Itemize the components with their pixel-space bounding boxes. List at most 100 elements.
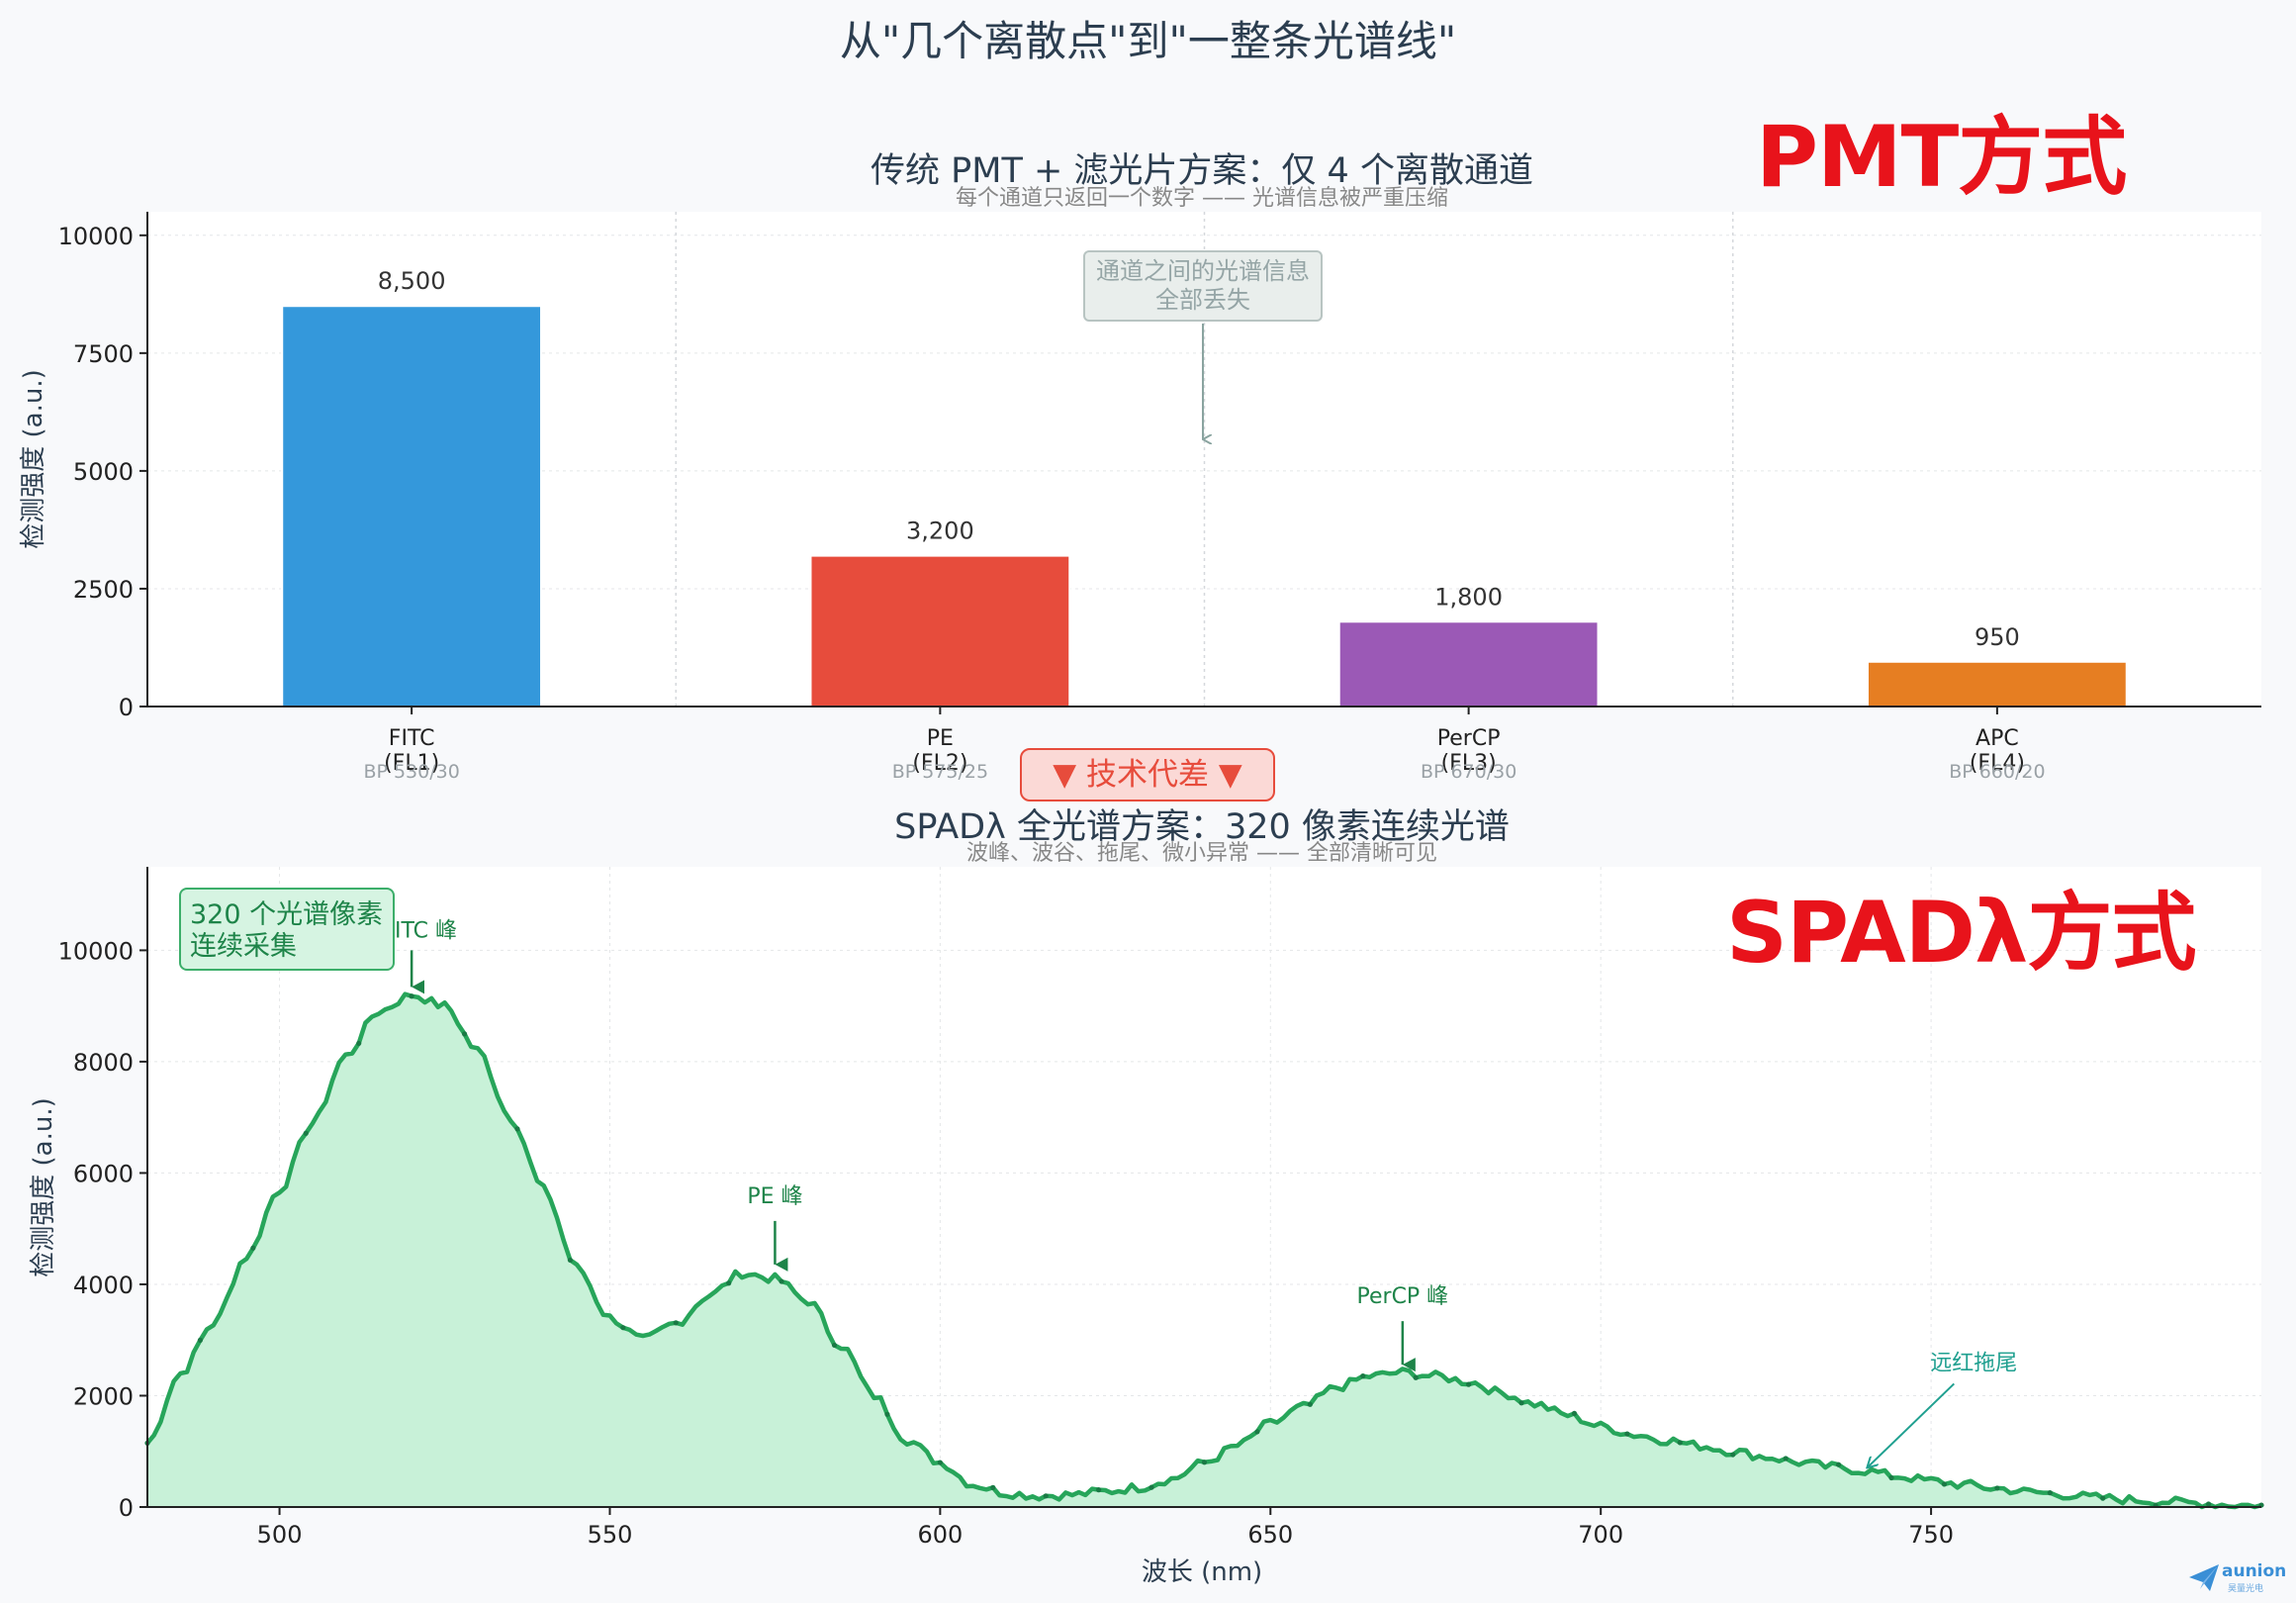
pmt-y-tick-label: 10000 xyxy=(58,223,134,250)
spectrum-pixel-marker xyxy=(250,1245,256,1251)
pixel-count-line-2: 连续采集 xyxy=(190,931,297,962)
spad-x-tick-label: 550 xyxy=(588,1521,633,1549)
spad-y-tick-label: 0 xyxy=(119,1494,134,1522)
spad-y-tick-label: 4000 xyxy=(73,1272,134,1299)
pixel-count-box-frame xyxy=(179,888,395,971)
spectrum-pixel-markers xyxy=(144,993,2264,1508)
spectrum-pixel-marker xyxy=(673,1320,679,1326)
spectrum-pixel-marker xyxy=(2205,1501,2212,1507)
spectrum-pixel-marker xyxy=(937,1460,943,1465)
spad-y-label: 检测强度 (a.u.) xyxy=(29,1097,58,1277)
spectrum-pixel-marker xyxy=(1466,1381,1472,1387)
spad-chart-title: SPADλ 全光谱方案：320 像素连续光谱 xyxy=(894,807,1510,847)
spectrum-pixel-marker xyxy=(1201,1460,1208,1465)
spad-y-ticks: 0 2000 4000 6000 8000 10000 xyxy=(58,937,147,1522)
spectrum-pixel-marker xyxy=(1148,1484,1154,1490)
pmt-bar-apc xyxy=(1866,660,2128,707)
pmt-channel-id: (FL1) xyxy=(384,751,439,776)
pmt-bar-value-label: 1,800 xyxy=(1434,583,1503,611)
spectrum-pixel-marker xyxy=(990,1484,996,1490)
spad-x-tick-label: 700 xyxy=(1578,1521,1623,1549)
pmt-bar-chart: 8,500 3,200 1,800 950 0 2500 5000 7500 10000 FI… xyxy=(19,151,2261,783)
spad-x-tick-label: 750 xyxy=(1908,1521,1954,1549)
pmt-y-tick-label: 5000 xyxy=(73,458,134,486)
spectrum-pixel-marker xyxy=(1571,1410,1578,1416)
spad-y-tick-label: 2000 xyxy=(73,1382,134,1410)
pmt-channel-filter: BP 530/30 xyxy=(363,761,459,783)
spad-y-tick-label: 8000 xyxy=(73,1049,134,1077)
spectrum-pixel-marker xyxy=(831,1342,838,1349)
pixel-count-box: 320 个光谱像素 连续采集 xyxy=(179,888,395,971)
spad-chart-subtitle: 波峰、波谷、拖尾、微小异常 —— 全部清晰可见 xyxy=(966,841,1437,866)
pmt-channel-id: (FL4) xyxy=(1970,751,2025,776)
spectrum-pixel-marker xyxy=(1043,1493,1049,1499)
spectrum-pixel-marker xyxy=(1677,1440,1683,1446)
spectrum-pixel-marker xyxy=(1783,1456,1789,1462)
spectrum-pixel-marker xyxy=(884,1411,890,1417)
spad-spectrum-chart: 0 2000 4000 6000 8000 10000 500 550 600 650 700 75… xyxy=(29,807,2264,1587)
pmt-channel-filter: BP 575/25 xyxy=(892,761,988,783)
pmt-channel-name: PerCP xyxy=(1437,726,1501,751)
pmt-channel-filter: BP 670/30 xyxy=(1421,761,1516,783)
spectrum-pixel-marker xyxy=(2100,1495,2106,1501)
pmt-bars: 8,500 3,200 1,800 950 xyxy=(281,267,2128,707)
spad-x-tick-label: 500 xyxy=(257,1521,303,1549)
pmt-y-tick-label: 7500 xyxy=(73,340,134,368)
pmt-bar-value-label: 8,500 xyxy=(378,267,446,295)
pmt-y-label: 检测强度 (a.u.) xyxy=(19,369,48,549)
pmt-channel-name: APC xyxy=(1975,726,2019,751)
spad-x-label: 波长 (nm) xyxy=(1142,1557,1262,1587)
pmt-bar-pe xyxy=(809,554,1071,707)
spectrum-pixel-marker xyxy=(1730,1452,1736,1458)
spectrum-pixel-marker xyxy=(1360,1372,1366,1379)
spad-method-label: SPADλ方式 xyxy=(1726,884,2196,983)
spad-x-tick-label: 600 xyxy=(917,1521,963,1549)
pmt-channel-filter: BP 660/20 xyxy=(1949,761,2045,783)
far-red-tail-arrow xyxy=(1867,1382,1956,1467)
spectrum-pixel-marker xyxy=(1518,1400,1524,1406)
pmt-channel-name: PE xyxy=(927,726,954,751)
annotation-line-2: 全部丢失 xyxy=(1155,286,1250,314)
spectrum-pixel-marker xyxy=(726,1280,732,1286)
spectrum-pixel-marker xyxy=(1096,1487,1102,1493)
technology-gap-badge: ▼ 技术代差 ▼ xyxy=(1020,748,1275,802)
spectrum-pixel-marker xyxy=(1624,1431,1630,1437)
pmt-chart-subtitle: 每个通道只返回一个数字 —— 光谱信息被严重压缩 xyxy=(956,186,1448,211)
pmt-bar-percp xyxy=(1337,620,1600,707)
pmt-bar-fitc xyxy=(281,305,543,707)
pmt-bar-value-label: 3,200 xyxy=(906,518,974,545)
spectrum-pixel-marker xyxy=(1254,1429,1260,1435)
pmt-bar-value-label: 950 xyxy=(1975,623,2020,651)
spectrum-pixel-marker xyxy=(409,993,414,999)
pmt-y-ticks: 0 2500 5000 7500 10000 xyxy=(58,223,147,721)
spad-x-ticks: 500 550 600 650 700 750 xyxy=(257,1507,1954,1549)
spectrum-pixel-marker xyxy=(1994,1485,2000,1491)
logo-subtitle: 昊量光电 xyxy=(2228,1584,2264,1594)
spectrum-pixel-marker xyxy=(1836,1462,1842,1467)
spad-x-tick-label: 650 xyxy=(1247,1521,1293,1549)
far-red-tail-label: 远红拖尾 xyxy=(1930,1351,2017,1375)
pe-peak-label: PE 峰 xyxy=(747,1184,802,1209)
spectrum-pixel-marker xyxy=(567,1257,574,1264)
pmt-y-tick-label: 2500 xyxy=(73,576,134,604)
logo-name: aunion xyxy=(2222,1561,2287,1581)
pmt-chart-title: 传统 PMT + 滤光片方案：仅 4 个离散通道 xyxy=(871,151,1533,191)
spectrum-pixel-marker xyxy=(461,1031,468,1037)
spectrum-pixel-marker xyxy=(303,1130,309,1136)
pmt-grid xyxy=(147,212,2261,707)
spectrum-pixel-marker xyxy=(356,1040,362,1047)
paper-plane-icon xyxy=(2189,1564,2219,1591)
spectrum-pixel-marker xyxy=(1413,1374,1419,1380)
spectrum-pixel-marker xyxy=(1888,1474,1894,1481)
spectrum-pixel-marker xyxy=(2047,1490,2053,1496)
spectrum-fill xyxy=(147,993,2261,1507)
annotation-line-1: 通道之间的光谱信息 xyxy=(1096,257,1310,285)
pmt-channel-id: (FL2) xyxy=(912,751,967,776)
spectrum-pixel-marker xyxy=(779,1278,784,1284)
pmt-method-label: PMT方式 xyxy=(1756,108,2127,207)
percp-peak-label: PerCP 峰 xyxy=(1357,1284,1449,1309)
spad-y-tick-label: 6000 xyxy=(73,1160,134,1187)
